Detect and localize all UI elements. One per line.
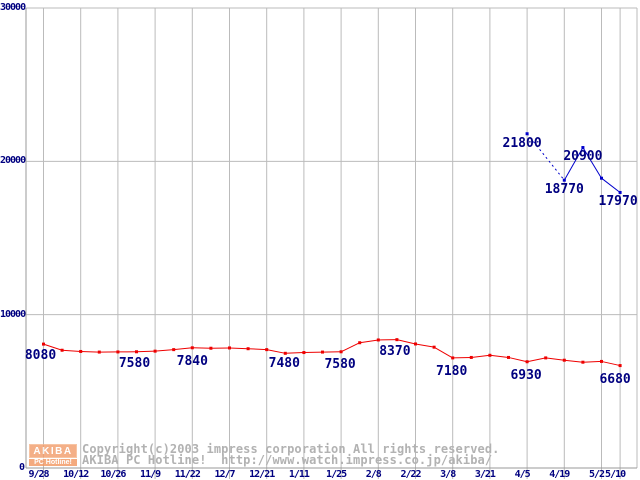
lower-price-series-marker [469,355,473,359]
lower-price-series-segment [433,346,453,359]
lower-price-series-marker [153,349,157,353]
lower-price-series-marker [525,360,529,364]
lower-price-series-segment [62,349,81,352]
upper-price-series-marker [525,132,529,136]
data-point-label: 7840 [176,353,208,369]
x-axis-tick-label: 12/21 [249,469,275,480]
lower-price-series-segment [526,357,546,363]
data-point-label: 20900 [563,148,603,164]
lower-price-series-marker [544,356,548,360]
lower-price-series-segment [43,343,63,351]
x-axis-tick-label: 10/26 [100,469,126,480]
lower-price-series-marker [507,355,510,359]
lower-price-series-segment [489,354,509,358]
x-axis-tick-label: 2/22 [400,469,421,480]
x-axis-tick-label: 4/5 [514,469,531,480]
lower-price-series-marker [42,342,45,346]
lower-price-series-segment [564,359,583,363]
lower-price-series-marker [283,351,287,355]
data-point-label: 8370 [379,343,411,359]
lower-price-series-marker [246,347,250,351]
data-point-label: 17970 [598,194,638,210]
lower-price-series-marker [97,350,101,354]
lower-price-series-segment [266,349,286,354]
lower-price-series-marker [116,350,120,354]
lower-price-series-segment [136,350,156,353]
x-axis-tick-label: 5/10 [605,469,626,480]
upper-price-series-segment [582,147,602,179]
lower-price-series-marker [451,356,455,360]
lower-price-series-marker [190,346,194,350]
x-axis-tick-label: 9/28 [28,469,49,480]
lower-price-series-marker [414,342,417,346]
data-point-label: 7580 [324,356,356,372]
lower-price-series-marker [209,346,213,350]
lower-price-series-marker [60,348,64,352]
upper-price-series-segment [563,147,584,181]
lower-price-series-segment [248,348,267,351]
lower-price-series-segment [582,360,602,363]
lower-price-series-marker [376,338,380,342]
data-point-label: 21800 [502,135,542,151]
lower-price-series-segment [471,354,490,358]
lower-price-series-marker [432,345,436,349]
x-axis-tick-label: 2/8 [365,469,382,480]
x-axis-tick-label: 1/11 [288,469,310,480]
lower-price-series-marker [600,359,603,363]
lower-price-series-segment [545,357,565,361]
data-point-label: 6680 [599,371,631,387]
lower-price-series-marker [358,341,362,345]
x-axis-tick-label: 3/21 [474,469,496,480]
lower-price-series-marker [395,338,399,342]
upper-price-series-marker [618,190,622,194]
upper-price-series-segment [601,177,621,193]
lower-price-series-marker [265,348,269,352]
data-point-label: 7480 [268,356,300,372]
x-axis-tick-label: 3/8 [440,469,456,480]
x-axis-tick-label: 12/7 [214,469,235,480]
lower-price-series-marker [562,358,566,362]
x-axis-tick-label: 1/25 [326,469,347,480]
lower-price-series-segment [508,356,528,363]
data-point-label: 8080 [24,348,57,364]
lower-price-series-segment [229,347,249,350]
lower-price-series-marker [172,348,176,352]
x-axis-tick-label: 4/19 [549,469,570,480]
lower-price-series-segment [155,349,174,352]
lower-price-series-segment [359,339,379,344]
x-axis-tick-label: 5/2 [588,469,605,480]
y-axis-tick-label: 10000 [0,308,26,320]
lower-price-series-marker [581,360,585,364]
lower-price-series-marker [228,346,231,350]
data-point-label: 18770 [544,182,584,198]
lower-price-series-segment [340,342,360,353]
lower-price-series-marker [321,350,324,354]
lower-price-series-marker [302,351,306,355]
x-axis-tick-label: 10/12 [63,469,89,480]
x-axis-tick-label: 11/22 [174,469,201,480]
data-point-label: 7580 [118,355,151,371]
lower-price-series-marker [488,353,492,357]
upper-price-series-marker [562,178,566,182]
lower-price-series-segment [601,360,621,367]
lower-price-series-marker [79,349,83,353]
lower-price-series-segment [396,339,416,345]
y-axis-tick-label: 30000 [0,2,26,13]
y-axis-tick-label: 20000 [0,155,26,167]
lower-price-series-segment [415,343,435,348]
lower-price-series-segment [285,352,304,354]
upper-price-series-marker [600,176,603,180]
data-point-label: 6930 [510,367,542,383]
lower-price-series-marker [339,350,343,354]
y-axis-tick-label: 0 [18,462,25,473]
lower-price-series-segment [80,350,100,353]
lower-price-series-segment [173,347,193,351]
upper-price-series-marker [581,146,585,150]
x-axis-tick-label: 11/9 [140,469,161,480]
lower-price-series-marker [618,364,622,368]
lower-price-series-marker [135,350,138,354]
data-point-label: 7180 [436,363,468,379]
